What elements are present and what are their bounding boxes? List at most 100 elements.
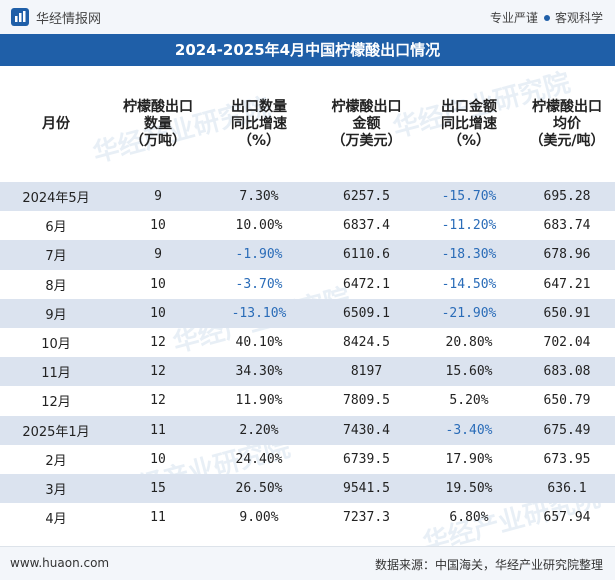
cell-month: 7月	[0, 240, 112, 270]
header-amount: 柠檬酸出口 金额 （万美元）	[331, 98, 402, 149]
cell-quantity-yoy: -1.90%	[204, 240, 314, 270]
cell-month: 2024年5月	[0, 182, 112, 212]
cell-quantity-yoy: 9.00%	[239, 510, 279, 526]
cell-price: 650.79	[543, 393, 591, 409]
table-row: 6月 10 10.00% 6837.4 -11.20% 683.74	[0, 211, 615, 240]
cell-month: 2025年1月	[0, 415, 112, 445]
table-row: 11月 12 34.30% 8197 15.60% 683.08	[0, 357, 615, 387]
cell-quantity-yoy: -3.70%	[235, 276, 283, 292]
cell-quantity: 10	[150, 276, 166, 292]
cell-quantity-yoy: 10.00%	[235, 218, 283, 234]
cell-price: 683.74	[543, 218, 591, 234]
cell-quantity-yoy: 7.30%	[204, 182, 314, 212]
cell-amount: 8197	[314, 357, 419, 387]
footer: www.huaon.com 数据来源：中国海关，华经产业研究院整理	[0, 546, 615, 580]
brand-name: 华经情报网	[36, 12, 102, 27]
cell-price: 675.49	[519, 415, 615, 445]
cell-quantity: 11	[150, 510, 166, 526]
table-row: 10月 12 40.10% 8424.5 20.80% 702.04	[0, 328, 615, 357]
header-quantity-yoy: 出口数量 同比增速 （%）	[231, 98, 287, 149]
header-amount-yoy: 出口金额 同比增速 （%）	[441, 98, 497, 149]
cell-month: 3月	[0, 473, 112, 504]
table-body: 2024年5月 9 7.30% 6257.5 -15.70% 695.28 6月 10 10.0…	[0, 182, 615, 532]
cell-amount-yoy: 5.20%	[449, 393, 489, 409]
header-month: 月份	[42, 115, 70, 132]
cell-price: 650.91	[519, 298, 615, 328]
cell-amount: 7430.4	[314, 415, 419, 445]
cell-quantity: 10	[112, 298, 204, 328]
cell-amount: 7809.5	[343, 393, 390, 409]
cell-quantity-yoy: 26.50%	[204, 473, 314, 504]
cell-price: 673.95	[543, 451, 591, 467]
top-bar: 华经情报网 专业严谨 客观科学	[0, 0, 615, 34]
cell-price: 636.1	[519, 473, 615, 504]
cell-amount: 6472.1	[343, 276, 390, 292]
export-table: 月份 柠檬酸出口 数量 （万吨） 出口数量 同比增速 （%） 柠檬酸出口 金额 （万美元） …	[0, 66, 615, 532]
cell-amount-yoy: -18.30%	[419, 240, 519, 270]
cell-quantity-yoy: 40.10%	[235, 335, 283, 351]
slogan: 专业严谨 客观科学	[490, 9, 603, 26]
cell-quantity-yoy: 24.40%	[235, 451, 283, 467]
cell-price: 678.96	[519, 240, 615, 270]
cell-quantity-yoy: 34.30%	[204, 357, 314, 387]
table-row: 2024年5月 9 7.30% 6257.5 -15.70% 695.28	[0, 182, 615, 212]
cell-amount-yoy: 20.80%	[445, 335, 493, 351]
cell-quantity: 9	[112, 240, 204, 270]
cell-amount: 6509.1	[314, 298, 419, 328]
cell-month: 12月	[41, 395, 71, 411]
site-url: www.huaon.com	[10, 556, 110, 570]
cell-month: 6月	[45, 220, 67, 236]
table-row: 4月 11 9.00% 7237.3 6.80% 657.94	[0, 503, 615, 532]
cell-quantity-yoy: -13.10%	[204, 298, 314, 328]
cell-month: 9月	[0, 298, 112, 328]
dot-separator-icon	[543, 15, 550, 21]
cell-amount-yoy: -3.40%	[419, 415, 519, 445]
table-row: 12月 12 11.90% 7809.5 5.20% 650.79	[0, 386, 615, 415]
cell-month: 4月	[45, 512, 67, 528]
cell-price: 647.21	[543, 276, 591, 292]
cell-quantity-yoy: 2.20%	[204, 415, 314, 445]
cell-amount: 7237.3	[343, 510, 390, 526]
cell-amount: 8424.5	[343, 335, 390, 351]
cell-quantity: 10	[150, 218, 166, 234]
cell-amount-yoy: -21.90%	[419, 298, 519, 328]
cell-amount-yoy: 15.60%	[419, 357, 519, 387]
table-row: 2025年1月 11 2.20% 7430.4 -3.40% 675.49	[0, 415, 615, 445]
cell-quantity: 10	[150, 451, 166, 467]
cell-month: 8月	[45, 278, 67, 294]
cell-quantity: 12	[150, 335, 166, 351]
cell-amount: 6257.5	[314, 182, 419, 212]
cell-amount-yoy: -15.70%	[419, 182, 519, 212]
table-header-row: 月份 柠檬酸出口 数量 （万吨） 出口数量 同比增速 （%） 柠檬酸出口 金额 （万美元） …	[0, 66, 615, 182]
cell-price: 657.94	[543, 510, 591, 526]
page-title: 2024-2025年4月中国柠檬酸出口情况	[0, 34, 615, 66]
table-row: 9月 10 -13.10% 6509.1 -21.90% 650.91	[0, 298, 615, 328]
data-source: 数据来源：中国海关，华经产业研究院整理	[374, 558, 603, 572]
cell-amount: 6739.5	[343, 451, 390, 467]
cell-price: 702.04	[543, 335, 591, 351]
table-row: 2月 10 24.40% 6739.5 17.90% 673.95	[0, 445, 615, 474]
cell-amount-yoy: 17.90%	[445, 451, 493, 467]
table-row: 7月 9 -1.90% 6110.6 -18.30% 678.96	[0, 240, 615, 270]
cell-quantity: 15	[112, 473, 204, 504]
cell-quantity: 11	[112, 415, 204, 445]
cell-quantity: 9	[112, 182, 204, 212]
cell-quantity: 12	[112, 357, 204, 387]
cell-price: 695.28	[519, 182, 615, 212]
cell-amount: 6110.6	[314, 240, 419, 270]
header-price: 柠檬酸出口 均价 （美元/吨）	[529, 98, 605, 149]
cell-month: 2月	[45, 453, 67, 469]
cell-amount-yoy: -11.20%	[441, 218, 497, 234]
cell-amount: 9541.5	[314, 473, 419, 504]
slogan-right: 客观科学	[554, 11, 603, 25]
cell-amount-yoy: -14.50%	[441, 276, 497, 292]
cell-price: 683.08	[519, 357, 615, 387]
cell-month: 11月	[0, 357, 112, 387]
slogan-left: 专业严谨	[489, 11, 538, 25]
table-row: 8月 10 -3.70% 6472.1 -14.50% 647.21	[0, 270, 615, 299]
table-row: 3月 15 26.50% 9541.5 19.50% 636.1	[0, 473, 615, 504]
cell-quantity-yoy: 11.90%	[235, 393, 283, 409]
cell-amount-yoy: 19.50%	[419, 473, 519, 504]
cell-amount-yoy: 6.80%	[449, 510, 489, 526]
huajing-logo-icon	[11, 8, 29, 26]
